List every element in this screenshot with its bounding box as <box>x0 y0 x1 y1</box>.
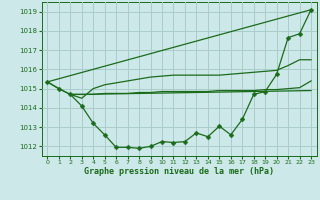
X-axis label: Graphe pression niveau de la mer (hPa): Graphe pression niveau de la mer (hPa) <box>84 167 274 176</box>
